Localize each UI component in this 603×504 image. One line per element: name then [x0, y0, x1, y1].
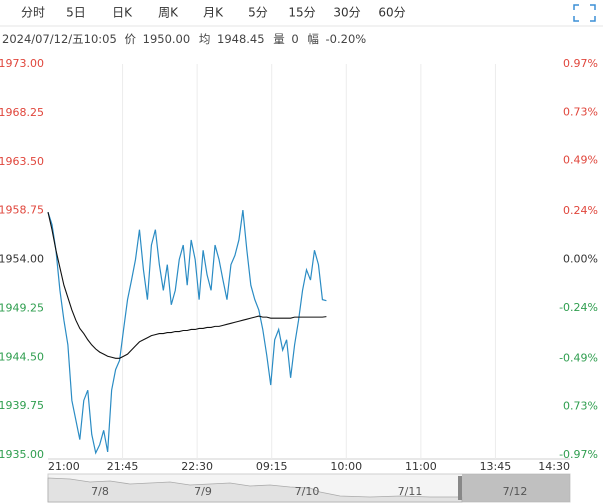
y-tick-label: 1954.00 — [0, 253, 44, 266]
y2-tick-label: 0.00% — [563, 253, 598, 266]
tab[interactable]: 周K — [158, 6, 179, 20]
info-price: 1950.00 — [143, 32, 191, 46]
x-tick-label: 13:45 — [480, 460, 512, 473]
info-avg-label: 均 — [199, 32, 211, 46]
x-tick-label: 10:00 — [330, 460, 362, 473]
x-tick-label: 21:00 — [48, 460, 80, 473]
info-line: 2024/07/12/五10:05 价 1950.00 均 1948.45 量 … — [2, 32, 366, 46]
y-tick-label: 1944.50 — [0, 350, 44, 363]
tab[interactable]: 分时 — [21, 6, 45, 20]
y-tick-label: 1958.75 — [0, 204, 44, 217]
y-tick-label: 1973.00 — [0, 57, 44, 70]
x-tick-label: 22:30 — [181, 460, 213, 473]
navigator-handle[interactable] — [458, 476, 462, 500]
info-volume-label: 量 — [273, 32, 285, 46]
navigator-label: 7/9 — [194, 485, 212, 498]
navigator-area — [47, 477, 463, 503]
y-tick-label: 1963.50 — [0, 155, 44, 168]
navigator-window[interactable] — [462, 474, 570, 502]
average-line — [47, 212, 327, 359]
price-line — [47, 210, 327, 455]
tab[interactable]: 30分 — [333, 6, 360, 20]
navigator-label: 7/11 — [398, 485, 423, 498]
info-avg: 1948.45 — [217, 32, 265, 46]
info-change: -0.20% — [326, 32, 367, 46]
x-tick-label: 11:00 — [405, 460, 437, 473]
y2-tick-label: 0.73% — [563, 105, 598, 118]
info-change-label: 幅 — [307, 32, 319, 46]
navigator-label: 7/12 — [503, 485, 528, 498]
y2-tick-label: -0.49% — [559, 351, 598, 364]
tab[interactable]: 15分 — [288, 6, 315, 20]
info-price-label: 价 — [124, 32, 136, 46]
info-time: 2024/07/12/五10:05 — [2, 32, 117, 46]
y-tick-label: 1939.75 — [0, 399, 44, 412]
y2-tick-label: 0.24% — [563, 204, 598, 217]
tab[interactable]: 5分 — [248, 6, 268, 20]
x-tick-label: 21:45 — [107, 460, 139, 473]
x-tick-label: 09:15 — [256, 460, 288, 473]
navigator[interactable] — [47, 473, 571, 503]
tab[interactable]: 5日 — [66, 6, 86, 20]
tab[interactable]: 月K — [203, 6, 224, 20]
tab[interactable]: 日K — [112, 6, 133, 20]
y-tick-label: 1949.25 — [0, 301, 44, 314]
y2-tick-label: 0.49% — [563, 154, 598, 167]
fullscreen-glyph[interactable] — [573, 4, 596, 22]
y-tick-label: 1968.25 — [0, 106, 44, 119]
navigator-label: 7/8 — [91, 485, 109, 498]
tab-bar — [0, 0, 603, 26]
y2-tick-label: 0.73% — [563, 400, 598, 413]
fullscreen-icon[interactable] — [573, 4, 596, 22]
x-tick-label: 14:30 — [538, 460, 570, 473]
y2-tick-label: -0.24% — [559, 301, 598, 314]
info-volume: 0 — [291, 32, 298, 46]
y2-tick-label: 0.97% — [563, 57, 598, 70]
navigator-label: 7/10 — [295, 485, 320, 498]
y-tick-label: 1935.00 — [0, 448, 44, 461]
tab[interactable]: 60分 — [378, 6, 405, 20]
y2-tick-label: -0.97% — [559, 448, 598, 461]
